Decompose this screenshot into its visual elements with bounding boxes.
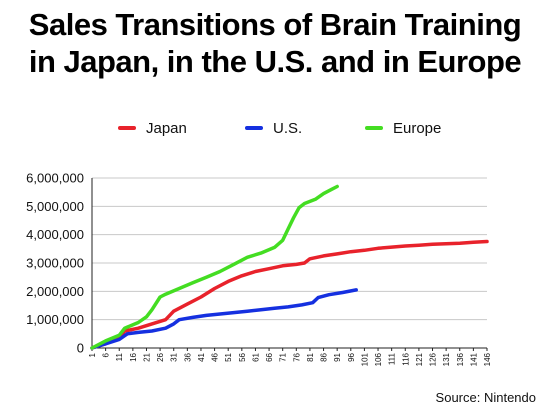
y-tick-label: 3,000,000 xyxy=(26,256,84,271)
series-line-europe xyxy=(90,184,339,350)
x-tick-label: 1 xyxy=(88,352,97,357)
y-tick-label: 5,000,000 xyxy=(26,199,84,214)
source-note: Source: Nintendo xyxy=(435,390,536,405)
x-tick-label: 11 xyxy=(115,352,124,361)
x-tick-label: 141 xyxy=(469,352,478,366)
x-tick-label: 86 xyxy=(320,352,329,361)
x-tick-label: 56 xyxy=(238,352,247,361)
chart-legend: Japan U.S. Europe xyxy=(0,116,550,140)
grid-lines xyxy=(92,177,487,321)
x-tick-label: 121 xyxy=(415,352,424,366)
x-tick-label: 96 xyxy=(347,352,356,361)
x-tick-label: 126 xyxy=(429,352,438,366)
legend-swatch-us xyxy=(245,126,263,130)
x-tick-label: 61 xyxy=(251,352,260,361)
legend-swatch-europe xyxy=(365,126,383,130)
x-tick-label: 51 xyxy=(224,352,233,361)
series-line-japan xyxy=(90,239,489,350)
legend-label-japan: Japan xyxy=(146,119,187,137)
chart-title-line-2: in Japan, in the U.S. and in Europe xyxy=(28,44,522,79)
x-tick-label: 131 xyxy=(442,352,451,366)
x-tick-label: 6 xyxy=(102,352,111,357)
x-tick-label: 136 xyxy=(456,352,465,366)
x-tick-label: 16 xyxy=(129,352,138,361)
axes xyxy=(91,178,487,349)
x-axis-ticks: 1 6 11 16 21 26 31 36 41 46 51 56 61 66 71 76 81 86 91 96 10… xyxy=(88,348,492,366)
x-tick-label: 36 xyxy=(183,352,192,361)
x-tick-label: 71 xyxy=(279,352,288,361)
x-tick-label: 76 xyxy=(292,352,301,361)
legend-item-us: U.S. xyxy=(245,116,302,140)
legend-item-europe: Europe xyxy=(365,116,441,140)
x-tick-label: 21 xyxy=(142,352,151,361)
x-tick-label: 106 xyxy=(374,352,383,366)
y-tick-label: 1,000,000 xyxy=(26,312,84,327)
x-tick-label: 41 xyxy=(197,352,206,361)
x-tick-label: 101 xyxy=(360,352,369,366)
x-tick-label: 91 xyxy=(333,352,342,361)
x-tick-label: 81 xyxy=(306,352,315,361)
x-tick-label: 31 xyxy=(170,352,179,361)
x-tick-label: 146 xyxy=(483,352,492,366)
x-tick-label: 26 xyxy=(156,352,165,361)
y-tick-label: 0 xyxy=(77,341,84,356)
series-line-us xyxy=(90,288,358,350)
chart-title: Sales Transitions of Brain Training in J… xyxy=(0,6,550,80)
y-axis-ticks: 0 1,000,000 2,000,000 3,000,000 4,000,000 5,0… xyxy=(26,171,84,356)
legend-swatch-japan xyxy=(118,126,136,130)
x-tick-label: 46 xyxy=(211,352,220,361)
line-chart: 0 1,000,000 2,000,000 3,000,000 4,000,000 5,0… xyxy=(26,171,492,367)
y-tick-label: 6,000,000 xyxy=(26,171,84,186)
x-tick-label: 116 xyxy=(401,352,410,365)
legend-label-europe: Europe xyxy=(393,119,442,137)
legend-label-us: U.S. xyxy=(273,119,303,137)
chart-title-line-1: Sales Transitions of Brain Training xyxy=(28,7,522,42)
y-tick-label: 2,000,000 xyxy=(26,284,84,299)
legend-item-japan: Japan xyxy=(118,116,187,140)
series-lines xyxy=(90,184,489,350)
x-tick-label: 111 xyxy=(388,352,397,365)
x-tick-label: 66 xyxy=(265,352,274,361)
y-tick-label: 4,000,000 xyxy=(26,227,84,242)
